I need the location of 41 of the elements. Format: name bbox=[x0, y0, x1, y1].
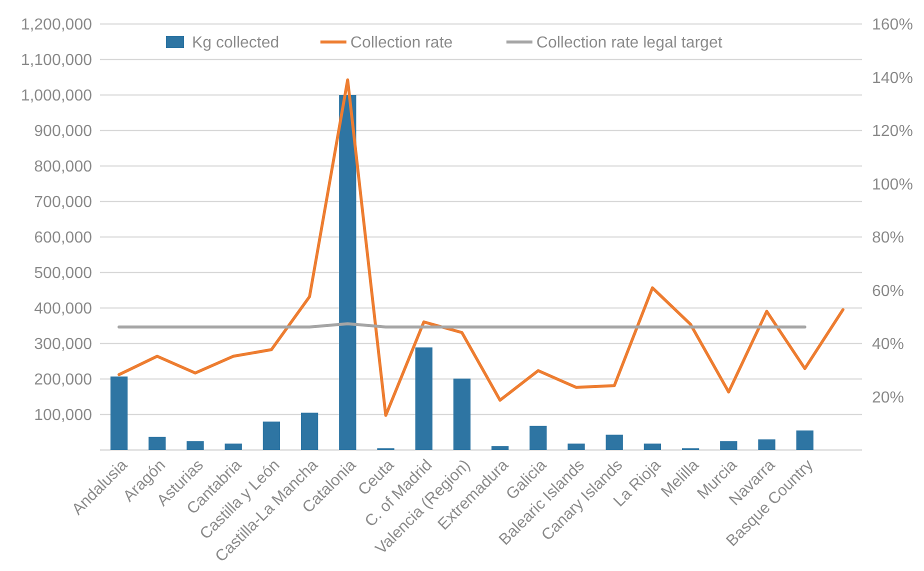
bar bbox=[568, 444, 585, 450]
bar bbox=[148, 436, 166, 450]
bar bbox=[300, 412, 318, 450]
y2-tick-label: 100% bbox=[872, 176, 913, 194]
legend-label: Kg collected bbox=[192, 34, 280, 52]
bar bbox=[796, 430, 814, 450]
y2-tick-label: 40% bbox=[872, 336, 904, 354]
y2-tick-label: 120% bbox=[872, 123, 913, 140]
y2-tick-label: 20% bbox=[872, 389, 904, 406]
bar bbox=[758, 439, 776, 450]
bar bbox=[262, 422, 280, 450]
y2-tick-label: 80% bbox=[872, 230, 904, 247]
y2-tick-label: 160% bbox=[872, 16, 913, 34]
y-tick-label: 600,000 bbox=[34, 230, 92, 247]
bar bbox=[644, 444, 662, 450]
y-tick-label: 1,200,000 bbox=[20, 16, 92, 34]
y2-tick-label: 140% bbox=[872, 70, 913, 87]
y-tick-label: 700,000 bbox=[34, 194, 92, 212]
bar bbox=[110, 376, 128, 450]
bar bbox=[453, 378, 471, 450]
y-tick-label: 100,000 bbox=[34, 407, 92, 424]
bar bbox=[720, 441, 738, 450]
y-tick-label: 400,000 bbox=[34, 300, 92, 318]
y-tick-label: 300,000 bbox=[34, 336, 92, 354]
bar bbox=[339, 95, 356, 450]
legend-label: Collection rate bbox=[350, 34, 453, 52]
line-series bbox=[118, 78, 844, 417]
y-tick-label: 800,000 bbox=[34, 158, 92, 176]
bar bbox=[606, 434, 623, 450]
y-tick-label: 500,000 bbox=[34, 265, 92, 282]
legend-label: Collection rate legal target bbox=[536, 34, 723, 52]
y-tick-label: 1,000,000 bbox=[20, 88, 92, 105]
bar bbox=[224, 444, 242, 450]
y-tick-label: 900,000 bbox=[34, 123, 92, 140]
y2-tick-label: 60% bbox=[872, 282, 904, 300]
bar bbox=[415, 347, 432, 450]
bar bbox=[491, 446, 509, 450]
y-tick-label: 1,100,000 bbox=[20, 52, 92, 70]
bar bbox=[530, 426, 547, 450]
bar bbox=[186, 441, 204, 450]
y-tick-label: 200,000 bbox=[34, 372, 92, 389]
